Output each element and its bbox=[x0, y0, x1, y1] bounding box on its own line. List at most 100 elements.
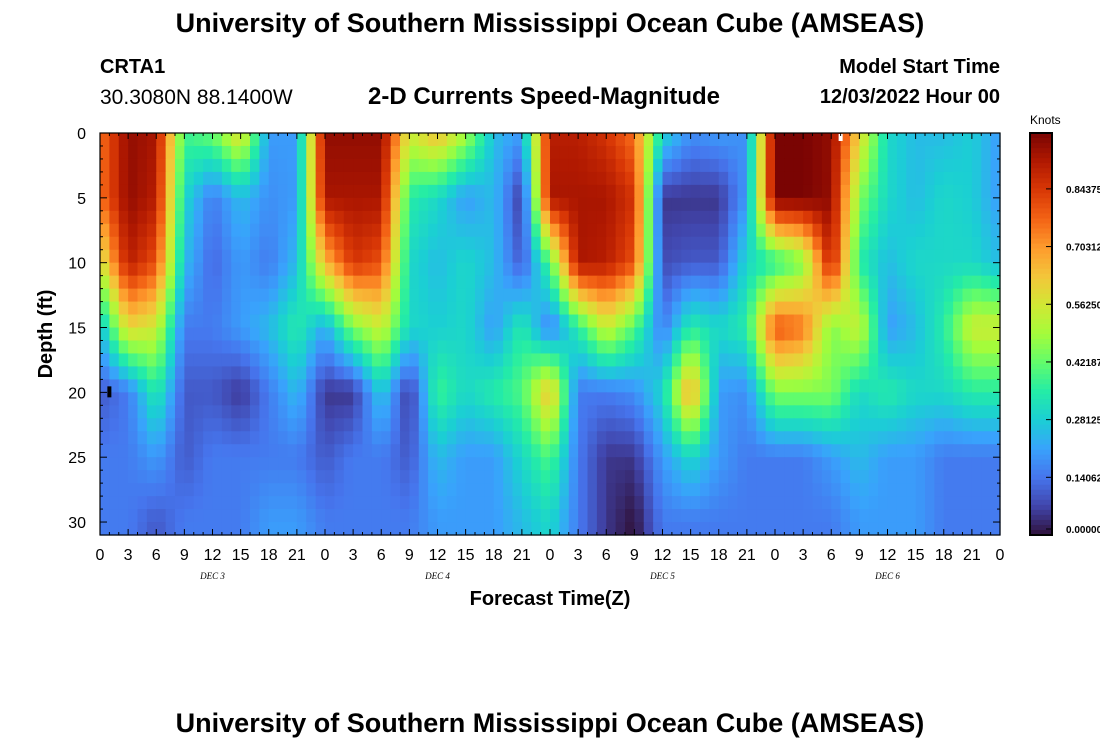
heatmap-cell bbox=[325, 470, 335, 484]
heatmap-cell bbox=[137, 314, 148, 329]
heatmap-cell bbox=[268, 522, 279, 536]
heatmap-cell bbox=[746, 405, 757, 419]
heatmap-cell bbox=[325, 223, 335, 238]
heatmap-cell bbox=[240, 353, 251, 368]
heatmap-cell bbox=[662, 470, 673, 484]
heatmap-cell bbox=[737, 353, 748, 368]
heatmap-cell bbox=[709, 327, 720, 342]
heatmap-cell bbox=[915, 210, 926, 225]
heatmap-cell bbox=[409, 522, 420, 536]
heatmap-cell bbox=[334, 379, 345, 393]
heatmap-cell bbox=[231, 522, 242, 536]
heatmap-cell bbox=[690, 418, 701, 432]
heatmap-cell bbox=[878, 496, 889, 510]
heatmap-cell bbox=[662, 327, 673, 342]
heatmap-cell bbox=[390, 210, 401, 225]
heatmap-cell bbox=[165, 158, 176, 173]
heatmap-cell bbox=[559, 392, 570, 406]
heatmap-cell bbox=[100, 483, 110, 497]
heatmap-cell bbox=[953, 314, 964, 329]
heatmap-cell bbox=[156, 509, 167, 523]
heatmap-cell bbox=[962, 197, 973, 212]
heatmap-cell bbox=[165, 366, 176, 380]
colorbar-segment bbox=[1030, 303, 1052, 310]
heatmap-cell bbox=[700, 158, 710, 173]
heatmap-cell bbox=[493, 262, 504, 277]
heatmap-cell bbox=[943, 223, 954, 238]
heatmap-cell bbox=[634, 210, 645, 225]
heatmap-cell bbox=[859, 262, 870, 277]
heatmap-cell bbox=[240, 522, 251, 536]
heatmap-cell bbox=[437, 392, 448, 406]
heatmap-cell bbox=[128, 210, 139, 225]
heatmap-cell bbox=[100, 418, 110, 432]
heatmap-cell bbox=[437, 366, 448, 380]
heatmap-cell bbox=[475, 314, 485, 329]
heatmap-cell bbox=[428, 288, 439, 303]
heatmap-cell bbox=[812, 262, 823, 277]
heatmap-cell bbox=[625, 184, 635, 199]
heatmap-cell bbox=[756, 405, 767, 419]
heatmap-cell bbox=[793, 184, 804, 199]
heatmap-cell bbox=[437, 249, 448, 264]
heatmap-cell bbox=[915, 288, 926, 303]
heatmap-cell bbox=[568, 327, 579, 342]
heatmap-cell bbox=[540, 444, 551, 458]
heatmap-cell bbox=[756, 171, 767, 186]
heatmap-cell bbox=[231, 457, 242, 471]
heatmap-cell bbox=[456, 223, 467, 238]
heatmap-cell bbox=[896, 236, 907, 251]
heatmap-cell bbox=[906, 210, 917, 225]
heatmap-cell bbox=[287, 288, 298, 303]
heatmap-cell bbox=[709, 197, 720, 212]
heatmap-cell bbox=[840, 145, 851, 160]
x-tick-label: 3 bbox=[349, 547, 358, 564]
heatmap-cell bbox=[268, 327, 279, 342]
heatmap-cell bbox=[812, 392, 823, 406]
heatmap-cell bbox=[456, 327, 467, 342]
heatmap-cell bbox=[540, 379, 551, 393]
heatmap-cell bbox=[690, 262, 701, 277]
heatmap-cell bbox=[400, 158, 410, 173]
heatmap-cell bbox=[709, 223, 720, 238]
heatmap-cell bbox=[634, 314, 645, 329]
heatmap-cell bbox=[775, 379, 785, 393]
heatmap-cell bbox=[465, 457, 476, 471]
heatmap-cell bbox=[381, 522, 392, 536]
heatmap-cell bbox=[521, 145, 532, 160]
heatmap-cell bbox=[137, 522, 148, 536]
heatmap-cell bbox=[325, 210, 335, 225]
heatmap-cell bbox=[737, 314, 748, 329]
heatmap-cell bbox=[203, 457, 214, 471]
heatmap-cell bbox=[371, 392, 382, 406]
heatmap-cell bbox=[446, 314, 457, 329]
heatmap-cell bbox=[503, 483, 514, 497]
heatmap-cell bbox=[990, 470, 1001, 484]
heatmap-cell bbox=[268, 431, 279, 445]
heatmap-cell bbox=[775, 405, 785, 419]
heatmap-cell bbox=[718, 275, 729, 290]
heatmap-cell bbox=[512, 509, 523, 523]
heatmap-cell bbox=[437, 145, 448, 160]
heatmap-cell bbox=[587, 197, 598, 212]
heatmap-cell bbox=[296, 522, 307, 536]
heatmap-cell bbox=[493, 210, 504, 225]
heatmap-cell bbox=[231, 366, 242, 380]
heatmap-cell bbox=[193, 366, 204, 380]
colorbar-segment bbox=[1030, 323, 1052, 330]
heatmap-cell bbox=[962, 249, 973, 264]
colorbar-segment bbox=[1030, 193, 1052, 199]
heatmap-cell bbox=[643, 483, 654, 497]
heatmap-cell bbox=[175, 509, 185, 523]
heatmap-cell bbox=[315, 392, 326, 406]
heatmap-cell bbox=[296, 184, 307, 199]
heatmap-cell bbox=[700, 171, 710, 186]
heatmap-cell bbox=[550, 197, 560, 212]
heatmap-cell bbox=[484, 145, 495, 160]
heatmap-cell bbox=[371, 470, 382, 484]
heatmap-cell bbox=[681, 145, 692, 160]
heatmap-cell bbox=[896, 496, 907, 510]
heatmap-cell bbox=[793, 483, 804, 497]
heatmap-cell bbox=[512, 405, 523, 419]
colorbar-segment bbox=[1030, 369, 1052, 375]
